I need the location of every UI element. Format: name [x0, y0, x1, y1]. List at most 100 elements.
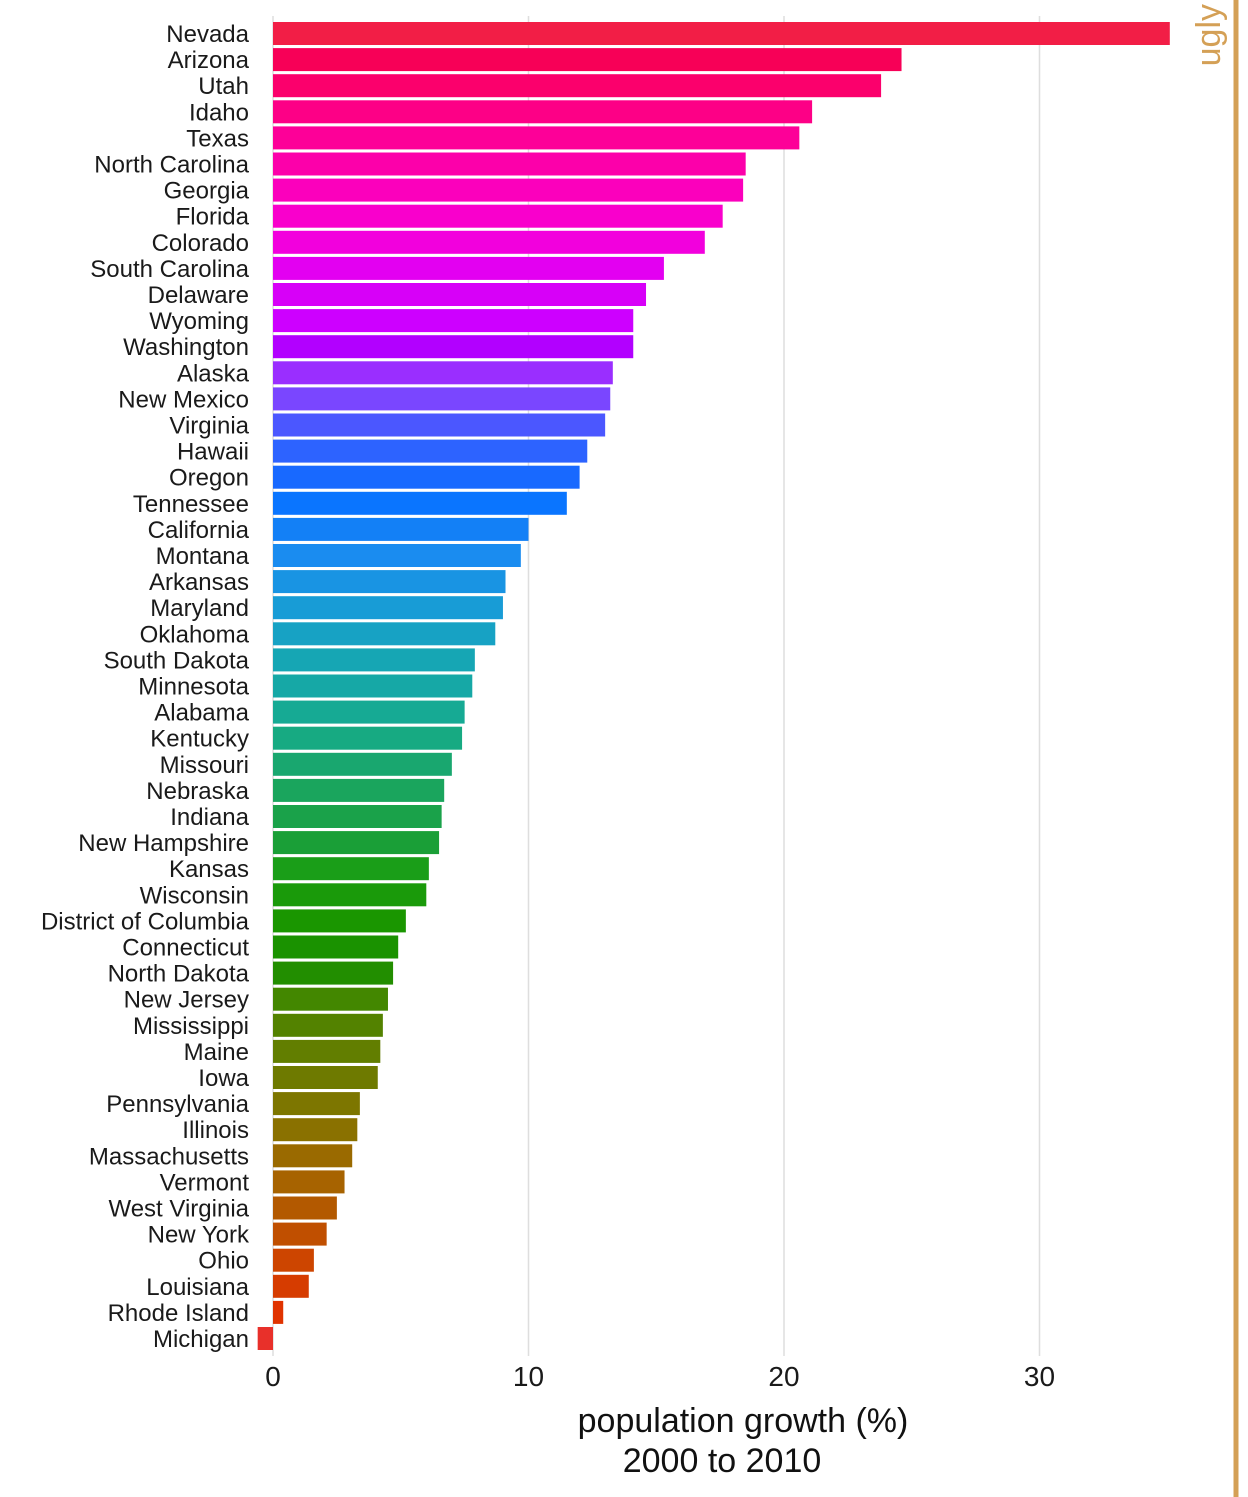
- bar-florida: [273, 204, 723, 228]
- bar-arkansas: [273, 570, 506, 594]
- category-label: Idaho: [189, 99, 249, 126]
- category-label: Minnesota: [138, 674, 249, 701]
- bar-mississippi: [273, 1013, 383, 1037]
- bar-colorado: [273, 230, 705, 254]
- bar-idaho: [273, 100, 813, 124]
- bar-texas: [273, 126, 800, 150]
- category-label: Washington: [123, 334, 249, 361]
- category-label: New York: [148, 1222, 250, 1249]
- x-axis-title-line-2: 2000 to 2010: [623, 1442, 822, 1480]
- category-label: New Jersey: [124, 987, 249, 1014]
- category-label: Iowa: [198, 1065, 249, 1092]
- bar-nebraska: [273, 778, 445, 802]
- category-label: Virginia: [169, 413, 249, 440]
- category-label: District of Columbia: [41, 908, 250, 935]
- category-label: New Mexico: [118, 386, 249, 413]
- bar-rhode-island: [273, 1300, 284, 1324]
- category-label: Massachusetts: [89, 1143, 249, 1170]
- category-label: Alaska: [177, 360, 250, 387]
- bar-montana: [273, 544, 521, 567]
- bar-nevada: [273, 22, 1170, 45]
- x-axis-title-line-1: population growth (%): [578, 1402, 909, 1440]
- bar-virginia: [273, 413, 606, 437]
- category-label: Nebraska: [146, 778, 249, 805]
- bar-connecticut: [273, 935, 399, 959]
- category-label: Georgia: [164, 178, 250, 205]
- category-label: Mississippi: [133, 1013, 249, 1040]
- category-label: Missouri: [160, 752, 249, 779]
- bar-arizona: [273, 48, 902, 72]
- x-tick-labels: 0 10 20 30: [265, 1361, 1055, 1392]
- category-label: Michigan: [153, 1326, 249, 1353]
- category-label: New Hampshire: [78, 830, 249, 857]
- bar-north-dakota: [273, 961, 394, 985]
- bar-pennsylvania: [273, 1092, 360, 1116]
- x-tick-label: 0: [265, 1361, 281, 1392]
- bar-wisconsin: [273, 883, 427, 907]
- category-label: Connecticut: [122, 935, 249, 962]
- category-label: Ohio: [198, 1248, 249, 1275]
- category-label: South Dakota: [104, 647, 250, 674]
- category-label: North Dakota: [108, 961, 250, 988]
- category-label: Wyoming: [149, 308, 249, 335]
- category-label: Oklahoma: [140, 621, 250, 648]
- category-label: Nevada: [166, 21, 249, 48]
- category-label: Arizona: [168, 47, 250, 74]
- category-label: Utah: [198, 73, 249, 100]
- bar-iowa: [273, 1066, 378, 1089]
- category-label: Wisconsin: [140, 882, 249, 909]
- bar-west-virginia: [273, 1196, 337, 1220]
- bar-delaware: [273, 283, 647, 306]
- bar-district-of-columbia: [273, 909, 406, 933]
- category-label: Hawaii: [177, 439, 249, 466]
- bar-massachusetts: [273, 1144, 353, 1168]
- bar-illinois: [273, 1118, 358, 1142]
- x-tick-label: 10: [513, 1361, 544, 1392]
- x-tick-label: 20: [768, 1361, 799, 1392]
- bar-minnesota: [273, 674, 473, 698]
- bar-louisiana: [273, 1274, 309, 1298]
- category-label: Vermont: [160, 1169, 250, 1196]
- bar-maine: [273, 1039, 381, 1063]
- bar-indiana: [273, 805, 442, 828]
- bar-new-jersey: [273, 987, 388, 1011]
- category-label: Tennessee: [133, 491, 249, 518]
- bar-oregon: [273, 465, 580, 489]
- bar-alabama: [273, 700, 465, 724]
- bar-new-hampshire: [273, 831, 440, 855]
- bar-washington: [273, 335, 634, 359]
- bar-oklahoma: [273, 622, 496, 646]
- category-label: Colorado: [152, 230, 249, 257]
- facet-strip-label: ugly: [1190, 4, 1228, 66]
- bar-alaska: [273, 361, 613, 385]
- bars: [257, 22, 1170, 1350]
- bar-utah: [273, 74, 882, 98]
- category-label: Texas: [186, 125, 249, 152]
- category-label: Maine: [184, 1039, 249, 1066]
- bar-hawaii: [273, 439, 588, 463]
- bar-maryland: [273, 596, 503, 620]
- category-label: Oregon: [169, 465, 249, 492]
- category-label: Rhode Island: [108, 1300, 249, 1327]
- category-label: Florida: [176, 204, 250, 231]
- category-label: North Carolina: [94, 152, 249, 179]
- bar-georgia: [273, 178, 744, 202]
- category-label: Indiana: [170, 804, 249, 831]
- bar-new-mexico: [273, 387, 611, 411]
- bar-kansas: [273, 857, 429, 881]
- category-label: Arkansas: [149, 569, 249, 596]
- category-label: South Carolina: [90, 256, 249, 283]
- bar-tennessee: [273, 491, 567, 515]
- x-tick-label: 30: [1024, 1361, 1055, 1392]
- category-label: Kansas: [169, 856, 249, 883]
- bar-north-carolina: [273, 152, 746, 176]
- category-label: Louisiana: [146, 1274, 249, 1301]
- bar-new-york: [273, 1222, 327, 1246]
- bar-ohio: [273, 1248, 314, 1272]
- bar-south-carolina: [273, 256, 664, 280]
- bar-kentucky: [273, 726, 463, 750]
- bar-missouri: [273, 752, 452, 776]
- category-label: California: [148, 517, 250, 544]
- category-label: Alabama: [154, 700, 249, 727]
